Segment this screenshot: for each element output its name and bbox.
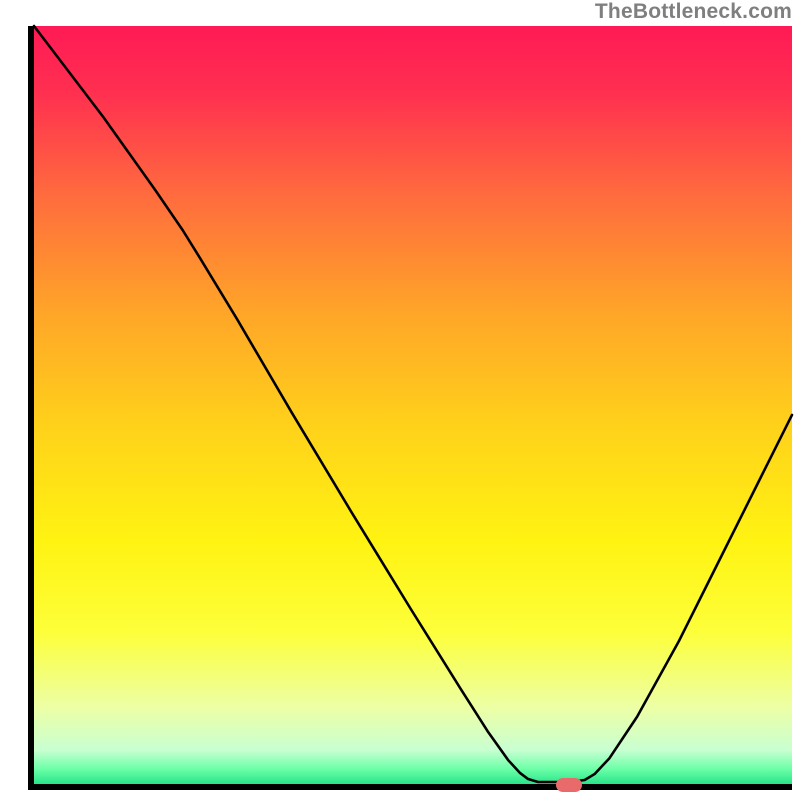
chart-curve <box>34 26 792 784</box>
chart-marker <box>556 778 582 792</box>
chart-plot-area <box>28 26 792 790</box>
watermark-text: TheBottleneck.com <box>595 0 792 24</box>
